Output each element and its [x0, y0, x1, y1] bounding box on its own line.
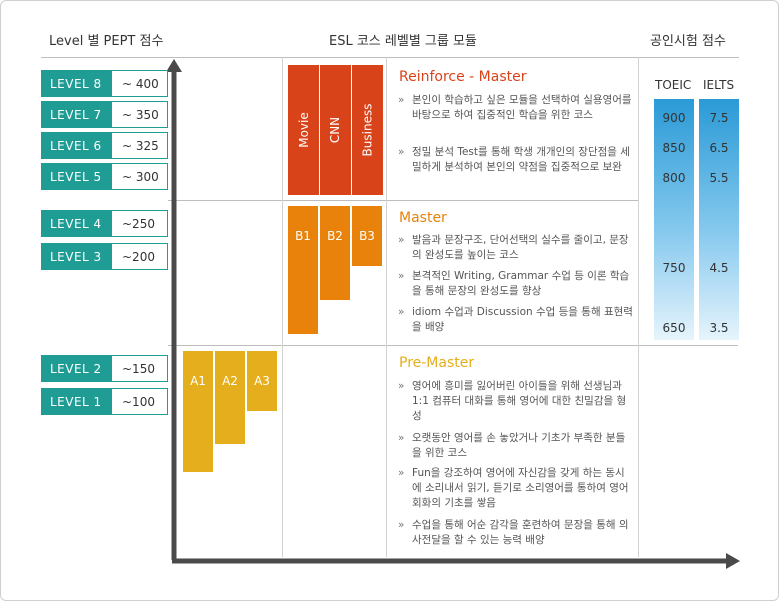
level-score: ~150 — [112, 356, 167, 381]
horizontal-arrow-head — [726, 553, 740, 569]
vertical-arrow-head — [166, 59, 182, 72]
level-score: ~100 — [112, 389, 167, 414]
level-name: LEVEL 3 — [42, 244, 112, 269]
toeic-label: TOEIC — [655, 78, 692, 92]
level-name: LEVEL 6 — [42, 133, 112, 158]
col-divider-2 — [386, 57, 387, 557]
toeic-value: 650 — [662, 321, 686, 335]
level-name: LEVEL 5 — [42, 164, 112, 189]
module-b3: B3 — [352, 206, 382, 266]
col-divider-3 — [638, 57, 639, 557]
level-box: LEVEL 6 ~ 325 — [41, 132, 168, 159]
module-a1: A1 — [183, 351, 213, 472]
section-title-reinforce: Reinforce - Master — [399, 69, 527, 85]
level-name: LEVEL 1 — [42, 389, 112, 414]
toeic-value: 750 — [662, 261, 686, 275]
level-box: LEVEL 2 ~150 — [41, 355, 168, 382]
ielts-label: IELTS — [703, 78, 735, 92]
header-tests: 공인시험 점수 — [650, 34, 726, 49]
bullet-item: » Fun을 강조하여 영어에 자신감을 갖게 하는 동시에 소리내서 읽기, 듣… — [398, 467, 629, 509]
row-divider-2 — [168, 345, 738, 346]
module-b2: B2 — [320, 206, 350, 300]
level-score: ~ 400 — [112, 71, 167, 96]
toeic-gauge — [654, 99, 694, 340]
toeic-value: 800 — [662, 171, 686, 185]
header-levels: Level 별 PEPT 점수 — [49, 34, 164, 49]
level-score: ~ 325 — [112, 133, 167, 158]
level-score: ~ 350 — [112, 102, 167, 127]
level-name: LEVEL 2 — [42, 356, 112, 381]
ielts-gauge — [699, 99, 739, 340]
toeic-value: 900 — [662, 111, 686, 125]
section-title-master: Master — [399, 210, 447, 226]
level-name: LEVEL 7 — [42, 102, 112, 127]
module-movie: Movie — [288, 65, 319, 195]
module-a2: A2 — [215, 351, 245, 444]
level-box: LEVEL 1 ~100 — [41, 388, 168, 415]
module-a3: A3 — [247, 351, 277, 411]
level-box: LEVEL 3 ~200 — [41, 243, 168, 270]
col-divider-1 — [282, 57, 283, 557]
bullet-item: » 수업을 통해 어순 감각을 훈련하여 문장을 통해 의사전달을 할 수 있는 … — [398, 519, 629, 546]
header-modules: ESL 코스 레벨별 그룹 모듈 — [329, 34, 477, 49]
level-box: LEVEL 7 ~ 350 — [41, 101, 168, 128]
section-title-premaster: Pre-Master — [399, 355, 475, 371]
bullet-item: » 발음과 문장구조, 단어선택의 실수를 줄이고, 문장의 완성도를 높이는 코… — [398, 234, 629, 261]
ielts-value: 5.5 — [709, 171, 729, 185]
bullet-item: » 오랫동안 영어를 손 놓았거나 기초가 부족한 분들을 위한 코스 — [398, 432, 626, 459]
toeic-value: 850 — [662, 141, 686, 155]
module-business: Business — [352, 65, 383, 195]
ielts-value: 3.5 — [709, 321, 729, 335]
level-box: LEVEL 5 ~ 300 — [41, 163, 168, 190]
level-score: ~ 300 — [112, 164, 167, 189]
level-score: ~200 — [112, 244, 167, 269]
ielts-value: 6.5 — [709, 141, 729, 155]
level-box: LEVEL 4 ~250 — [41, 210, 168, 237]
row-divider-1 — [168, 200, 638, 201]
level-score: ~250 — [112, 211, 167, 236]
level-box: LEVEL 8 ~ 400 — [41, 70, 168, 97]
bullet-item: » 본인이 학습하고 싶은 모듈을 선택하여 실용영어를 바탕으로 하여 집중적인… — [398, 94, 632, 121]
level-name: LEVEL 4 — [42, 211, 112, 236]
level-name: LEVEL 8 — [42, 71, 112, 96]
ielts-value: 7.5 — [709, 111, 729, 125]
bullet-item: » 정밀 분석 Test를 통해 학생 개개인의 장단점을 세밀하게 분석하여 본… — [398, 146, 630, 173]
bullet-item: » idiom 수업과 Discussion 수업 등을 통해 표현력을 배양 — [398, 306, 633, 333]
module-b1: B1 — [288, 206, 318, 334]
bullet-item: » 영어에 흥미를 잃어버린 아이들을 위해 선생님과 1:1 컴퓨터 대화를 통… — [398, 380, 627, 422]
top-rule — [41, 57, 739, 58]
ielts-value: 4.5 — [709, 261, 729, 275]
module-cnn: CNN — [320, 65, 351, 195]
bullet-item: » 본격적인 Writing, Grammar 수업 등 이론 학습을 통해 문장… — [398, 270, 630, 297]
